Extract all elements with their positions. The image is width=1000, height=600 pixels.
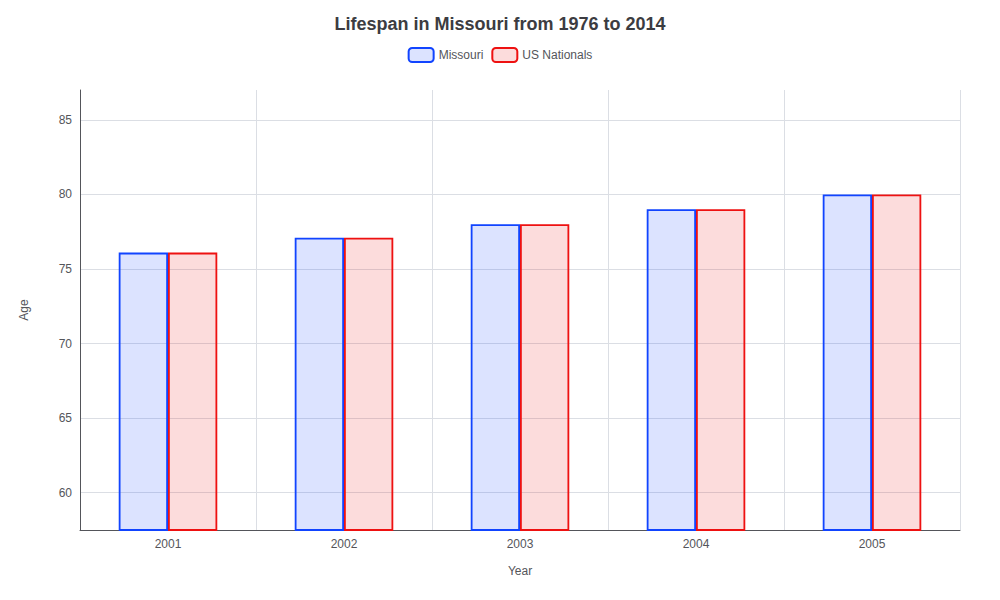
- svg-text:2001: 2001: [155, 537, 182, 551]
- svg-text:2003: 2003: [507, 537, 534, 551]
- svg-text:85: 85: [59, 113, 73, 127]
- svg-text:80: 80: [59, 187, 73, 201]
- svg-text:2005: 2005: [859, 537, 886, 551]
- svg-text:2004: 2004: [683, 537, 710, 551]
- svg-text:65: 65: [59, 411, 73, 425]
- svg-text:Age: Age: [17, 299, 31, 321]
- svg-text:US Nationals: US Nationals: [522, 48, 592, 62]
- svg-text:Missouri: Missouri: [439, 48, 484, 62]
- svg-text:75: 75: [59, 262, 73, 276]
- svg-text:2002: 2002: [331, 537, 358, 551]
- svg-text:Lifespan in Missouri from 1976: Lifespan in Missouri from 1976 to 2014: [334, 14, 665, 34]
- svg-text:Year: Year: [508, 564, 532, 578]
- svg-text:60: 60: [59, 486, 73, 500]
- svg-text:70: 70: [59, 337, 73, 351]
